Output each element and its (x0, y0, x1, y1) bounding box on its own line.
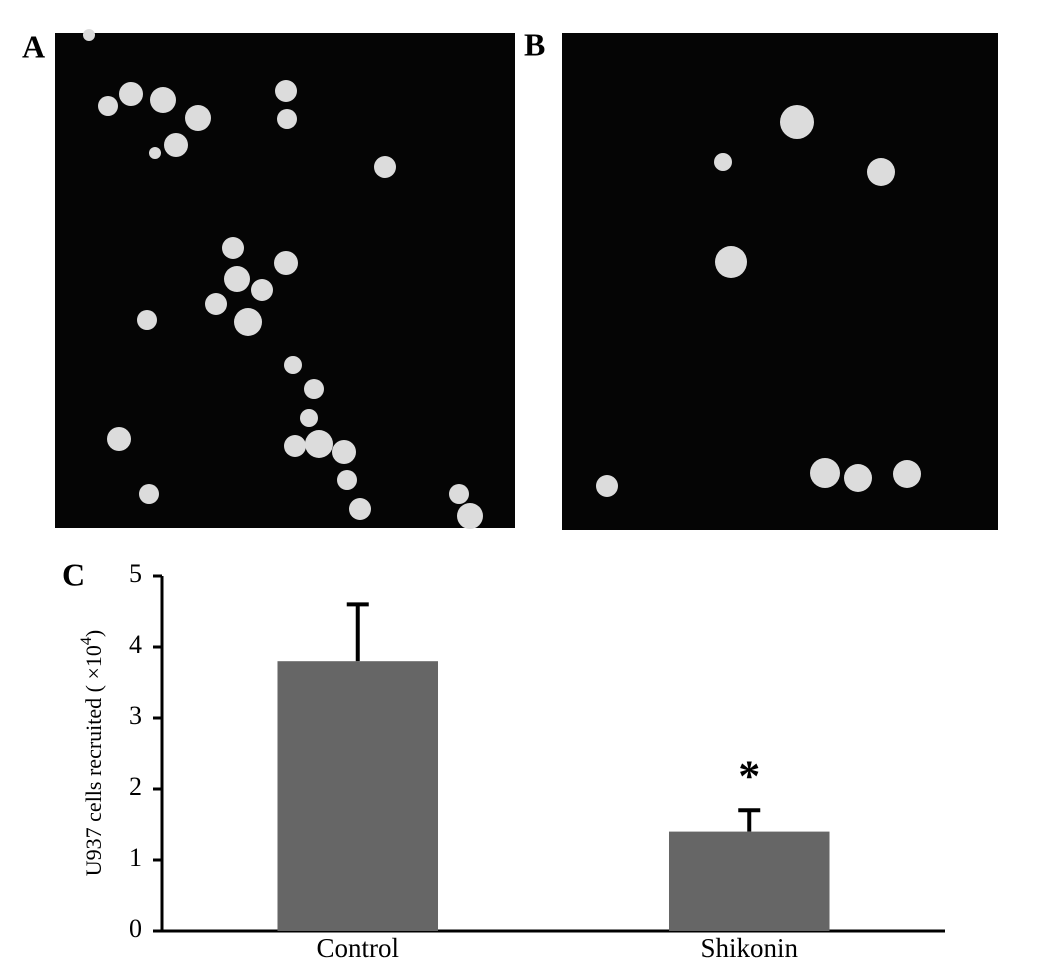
micrograph-a (55, 33, 515, 528)
micrograph-b (562, 33, 998, 530)
y-axis-label-exponent: 4 (78, 637, 95, 645)
panel-label: B (524, 26, 545, 62)
y-axis-label: U937 cells recruited ( ×104) (78, 630, 106, 876)
significance-marker: * (738, 751, 760, 800)
y-tick-label: 2 (129, 772, 142, 801)
panel-label: C (62, 556, 85, 592)
y-axis-label-text: U937 cells recruited ( ×10 (81, 645, 106, 876)
y-tick-label: 0 (129, 914, 142, 943)
y-tick-label: 4 (129, 630, 142, 659)
y-tick-label: 1 (129, 843, 142, 872)
y-tick-label: 5 (129, 559, 142, 588)
bar (277, 661, 439, 931)
x-tick-label: Shikonin (700, 933, 798, 963)
y-axis-label-suffix: ) (81, 630, 106, 637)
cells-b (596, 105, 921, 497)
x-tick-label: Control (316, 933, 399, 963)
cells-a (83, 29, 483, 529)
panel-label: A (22, 28, 45, 64)
bar (668, 831, 830, 931)
y-tick-label: 3 (129, 701, 142, 730)
